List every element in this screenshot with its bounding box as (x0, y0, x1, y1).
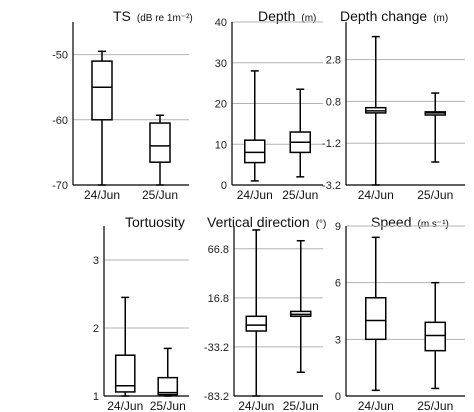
x-category-label: 25/Jun (282, 188, 318, 202)
box-24-jun (365, 35, 387, 186)
panel-title: Depth (m) (258, 8, 316, 24)
y-tick-label: 16.8 (208, 293, 229, 305)
box-25-jun (424, 281, 446, 390)
box-24-jun (245, 229, 267, 397)
panel-unit: (°) (316, 219, 327, 230)
y-tick-label: 66.8 (208, 244, 229, 256)
iqr-box (91, 60, 113, 121)
panel-title: TS (dB re 1m⁻²) (113, 8, 193, 24)
panel-6: Speed (m s⁻¹) 9 6 3 0 24/Jun 25/Jun (335, 214, 465, 412)
panel-title: Vertical direction (°) (207, 214, 326, 230)
y-tick-label: 30 (215, 58, 227, 70)
box-25-jun (157, 347, 179, 397)
y-tick-label: 40 (215, 17, 227, 29)
x-category-label: 24/Jun (237, 188, 273, 202)
y-tick-label: 0 (221, 180, 227, 192)
box-24-jun (114, 296, 136, 397)
box-25-jun (289, 88, 311, 178)
y-tick-label: -1.2 (322, 138, 341, 150)
iqr-box (149, 122, 171, 163)
panel-3: Depth change (m) 2.8 0.8 -1.2 -3.2 24/Jun 25/Ju… (322, 8, 465, 202)
panel-unit: (dB re 1m⁻²) (137, 13, 193, 24)
y-tick-label: -50 (52, 50, 68, 62)
x-category-label: 25/Jun (142, 188, 178, 202)
panel-2: Depth (m) 0 10 20 30 40 24/Jun 25/Jun (215, 8, 323, 202)
panel-title-text: Depth change (340, 8, 427, 24)
panel-unit: (m) (301, 13, 316, 24)
x-category-label: 25/Jun (417, 399, 453, 412)
y-tick-label: 1 (93, 391, 99, 403)
x-category-label: 25/Jun (283, 399, 319, 412)
box-24-jun (91, 50, 113, 186)
x-category-label: 24/Jun (238, 399, 274, 412)
y-tick-label: 10 (215, 139, 227, 151)
y-tick-label: -60 (52, 115, 68, 127)
panel-unit: (m) (433, 13, 448, 24)
y-tick-label: 20 (215, 99, 227, 111)
y-tick-label: -3.2 (322, 180, 341, 192)
iqr-box (244, 139, 266, 164)
y-tick-label: 0.8 (326, 96, 341, 108)
panel-title: Speed (m s⁻¹) (371, 214, 449, 230)
panel-title-text: Depth (258, 8, 295, 24)
iqr-box (424, 321, 446, 352)
box-24-jun (365, 236, 387, 392)
panel-title-text: Speed (371, 214, 411, 230)
panel-title-text: Vertical direction (207, 214, 310, 230)
x-category-label: 24/Jun (358, 188, 394, 202)
panel-4: Tortuosity 1 2 3 24/Jun 25/Jun (93, 214, 189, 412)
panel-5: Vertical direction (°) 66.8 16.8 -33.2 -83.2 2… (204, 214, 326, 412)
panel-title-text: Tortuosity (125, 214, 185, 230)
y-tick-label: 3 (93, 255, 99, 267)
y-tick-label: -70 (52, 180, 68, 192)
x-category-label: 25/Jun (417, 188, 453, 202)
box-25-jun (424, 92, 446, 163)
box-25-jun (290, 239, 312, 373)
panel-title: Depth change (m) (340, 8, 448, 24)
iqr-box (114, 354, 136, 393)
y-tick-label: -33.2 (204, 342, 229, 354)
x-category-label: 24/Jun (358, 399, 394, 412)
iqr-box (157, 376, 179, 396)
y-tick-label: 3 (335, 334, 341, 346)
iqr-box (365, 297, 387, 341)
y-tick-label: 2.8 (326, 55, 341, 67)
y-tick-label: 0 (335, 391, 341, 403)
x-category-label: 24/Jun (84, 188, 120, 202)
panel-1: TS (dB re 1m⁻²) -50 -60 -70 24/Jun 25/Jun (52, 8, 193, 202)
panel-title: Tortuosity (125, 214, 185, 230)
box-24-jun (244, 70, 266, 182)
y-tick-label: -83.2 (204, 391, 229, 403)
x-category-label: 25/Jun (150, 399, 186, 412)
box-25-jun (149, 114, 171, 186)
y-tick-label: 2 (93, 323, 99, 335)
iqr-box (245, 315, 267, 332)
panel-title-text: TS (113, 8, 131, 24)
y-tick-label: 9 (335, 221, 341, 233)
x-category-label: 24/Jun (107, 399, 143, 412)
y-tick-label: 6 (335, 278, 341, 290)
panel-unit: (m s⁻¹) (417, 219, 448, 230)
